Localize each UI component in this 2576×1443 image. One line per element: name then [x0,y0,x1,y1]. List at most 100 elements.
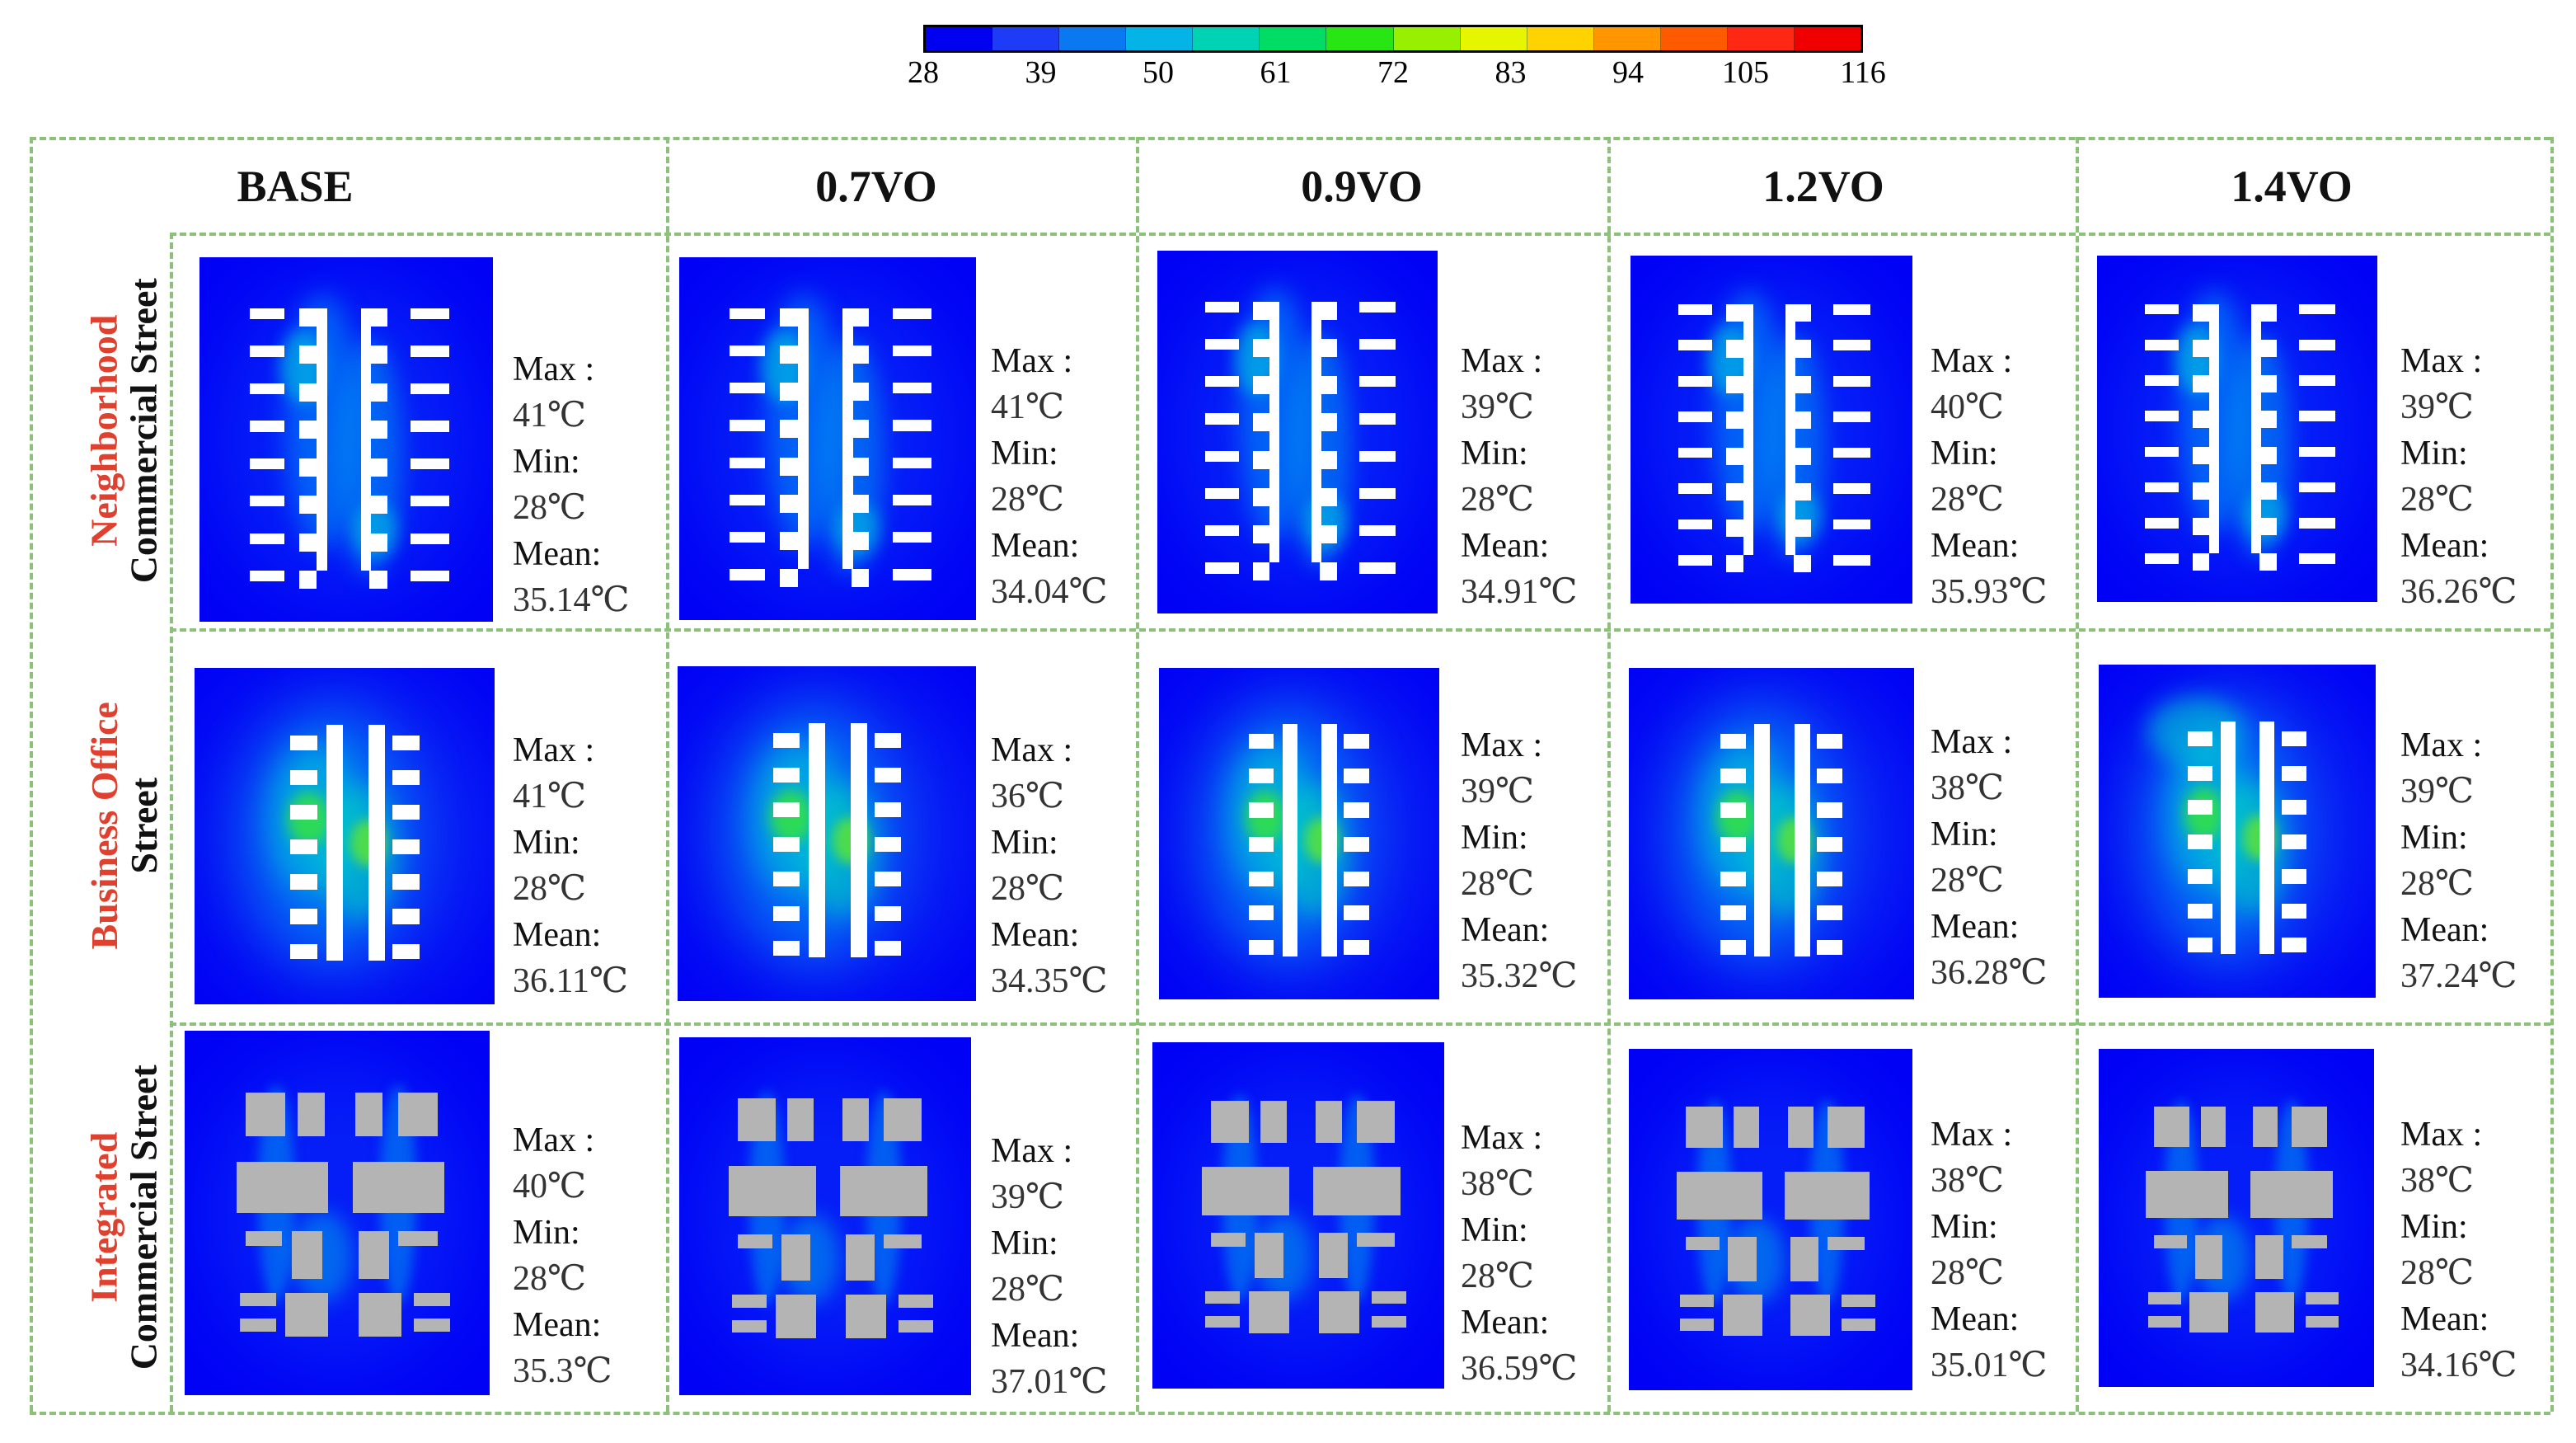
stat-label-mean: Mean: [2400,527,2489,565]
building [1204,562,1239,574]
stat-value-mean: 35.93℃ [1931,573,2048,611]
building [1720,939,1746,955]
building [2189,1292,2228,1333]
stat-value-mean: 37.24℃ [2400,957,2517,995]
building [1252,562,1269,581]
building [1320,376,1337,395]
building [2251,303,2261,554]
building [249,571,285,582]
building [1358,301,1396,313]
building [737,1234,773,1249]
building [369,383,387,402]
building [1204,525,1239,537]
building [2209,303,2219,554]
stat-value-max: 40℃ [1931,388,2004,426]
building [290,943,318,959]
building [1344,905,1369,921]
stat-label-min: Min: [1461,1211,1528,1249]
building [299,571,317,590]
building [1833,340,1870,351]
building [1743,304,1753,555]
building [2187,800,2212,816]
building [1720,905,1746,921]
building [1678,304,1713,315]
building [1785,1172,1870,1220]
building [1678,554,1713,566]
building [285,1293,328,1337]
building [730,308,766,319]
building [780,383,798,402]
stat-label-max: Max : [2400,726,2483,764]
building [1248,768,1274,784]
building [737,1098,776,1141]
stat-label-min: Min: [2400,819,2468,857]
building [2144,553,2179,564]
stat-value-mean: 36.59℃ [1461,1350,1578,1388]
row-heading: Business Office Street [82,628,165,1022]
building [1204,413,1239,425]
building [1318,1233,1349,1278]
building [2291,1106,2328,1147]
building [1254,1233,1284,1278]
building [1833,519,1870,530]
building [1794,340,1811,358]
building [1754,724,1771,957]
stat-value-max: 39℃ [1461,388,1534,426]
column-heading: BASE [237,162,354,211]
building [1248,871,1274,886]
stat-label-max: Max : [1931,342,2013,380]
building [1790,1295,1831,1336]
building [2281,800,2306,816]
building [780,420,798,439]
building [1833,411,1870,422]
stat-value-max: 38℃ [1461,1165,1534,1203]
colorbar-segment [1393,27,1461,50]
building [1269,301,1279,563]
stat-value-max: 40℃ [513,1168,586,1206]
colorbar-segment [1126,27,1194,50]
stat-label-min: Min: [1931,816,1998,853]
building [249,383,285,395]
building [1794,519,1811,537]
building [842,1098,870,1141]
building [851,457,870,476]
building [2192,340,2209,357]
stats-block: Max : 36℃ Min: 28℃ Mean: 34.35℃ [991,727,1123,1004]
stats-block: Max : 39℃ Min: 28℃ Mean: 35.32℃ [1461,722,1593,999]
colorbar-segment [1527,27,1594,50]
building [1678,411,1713,422]
building [883,1098,922,1141]
stats-block: Max : 38℃ Min: 28℃ Mean: 36.59℃ [1461,1115,1593,1392]
stat-value-min: 28℃ [991,870,1064,908]
building [2259,553,2277,571]
building [1316,1101,1343,1143]
building [2259,518,2277,535]
building [893,345,931,357]
stat-label-mean: Mean: [2400,1300,2489,1338]
building [368,725,386,961]
stat-value-min: 28℃ [1461,865,1534,903]
building [411,533,449,544]
row-heading-line1: Business Office [82,701,125,950]
stat-value-min: 28℃ [1461,481,1534,519]
building [299,533,317,552]
building [874,733,902,749]
grid-line-horizontal [170,1022,2550,1026]
stat-value-min: 28℃ [1931,1254,2004,1292]
stat-value-min: 28℃ [2400,865,2474,903]
building [1252,301,1269,320]
grid-line-vertical [1607,137,1611,1412]
building [1320,450,1337,469]
stat-value-mean: 36.28℃ [1931,954,2048,992]
building [1827,1236,1865,1251]
grid-line-horizontal [30,1412,2550,1415]
stat-label-max: Max : [991,342,1073,380]
stat-label-min: Min: [1461,435,1528,472]
stat-label-mean: Mean: [513,1306,602,1344]
building [1204,338,1239,350]
building [352,1162,444,1213]
colorbar-tick-label: 28 [908,55,939,90]
building [1726,447,1743,465]
building [411,308,449,320]
colorbar-tick-label: 39 [1025,55,1057,90]
